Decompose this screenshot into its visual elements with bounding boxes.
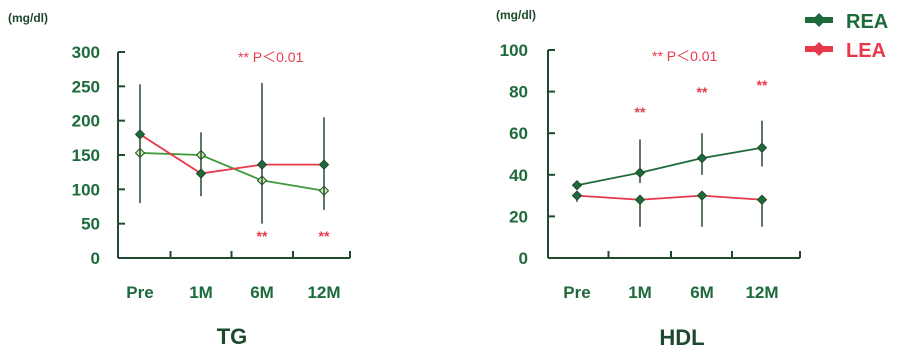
significance-marker: ** [635,104,646,120]
legend-item-lea: LEA [805,40,886,62]
series-rea [134,147,330,196]
data-point [134,129,146,140]
legend-item-rea: REA [805,11,888,33]
y-axis-unit: (mg/dl) [8,11,48,25]
series-lea [134,82,330,224]
series-rea [571,120,768,191]
chart-title: HDL [659,325,704,350]
data-point [195,168,207,179]
legend: REA LEA [805,11,888,62]
series-line [139,133,324,175]
y-tick-label: 300 [72,43,100,62]
legend-label: REA [846,11,888,33]
significance-marker: ** [757,77,768,93]
data-point [571,179,583,191]
series-lea [571,190,768,227]
data-point [318,159,330,170]
y-tick-label: 80 [509,83,528,102]
x-tick-label: Pre [126,283,153,302]
chart-hdl: 0 20 40 60 80 100 Pre 1M 6M 12M (mg/dl) ** P＜0.01 HD… [496,8,801,350]
y-tick-label: 0 [519,249,528,268]
legend-swatch-marker [812,13,826,27]
y-tick-label: 250 [72,77,100,96]
series-line [576,146,763,187]
data-point [634,194,646,205]
series-line [576,194,763,201]
legend-label: LEA [846,40,886,62]
y-tick-label: 0 [91,249,100,268]
x-tick-label: Pre [563,283,590,302]
y-tick-label: 200 [72,112,100,131]
significance-marker: ** [697,84,708,100]
y-tick-label: 60 [509,124,528,143]
y-tick-label: 40 [509,166,528,185]
x-tick-label: 12M [307,283,340,302]
significance-note: ** P＜0.01 [238,49,304,65]
data-point [634,167,646,178]
x-tick-label: 12M [745,283,778,302]
significance-marker: ** [319,228,330,244]
x-tick-label: 6M [690,283,714,302]
chart-tg: 0 50 100 150 200 250 300 Pre 1M 6M 12M (mg/dl) ** P＜… [8,11,351,349]
x-tick-label: 6M [250,283,274,302]
significance-note: ** P＜0.01 [652,48,718,64]
chart-title: TG [217,324,248,349]
y-tick-label: 20 [509,207,528,226]
y-axis-unit: (mg/dl) [496,8,536,22]
y-tick-label: 150 [72,146,100,165]
y-tick-label: 100 [72,180,100,199]
data-point [696,190,708,201]
data-point [256,159,268,170]
x-tick-label: 1M [189,283,213,302]
significance-marker: ** [257,228,268,244]
legend-swatch-marker [812,42,826,56]
series-line [139,152,325,192]
data-point [696,152,708,164]
data-point [571,190,583,201]
y-tick-label: 50 [81,215,100,234]
data-point [756,194,768,205]
x-tick-label: 1M [628,283,652,302]
data-point [756,142,768,153]
y-tick-label: 100 [500,41,528,60]
